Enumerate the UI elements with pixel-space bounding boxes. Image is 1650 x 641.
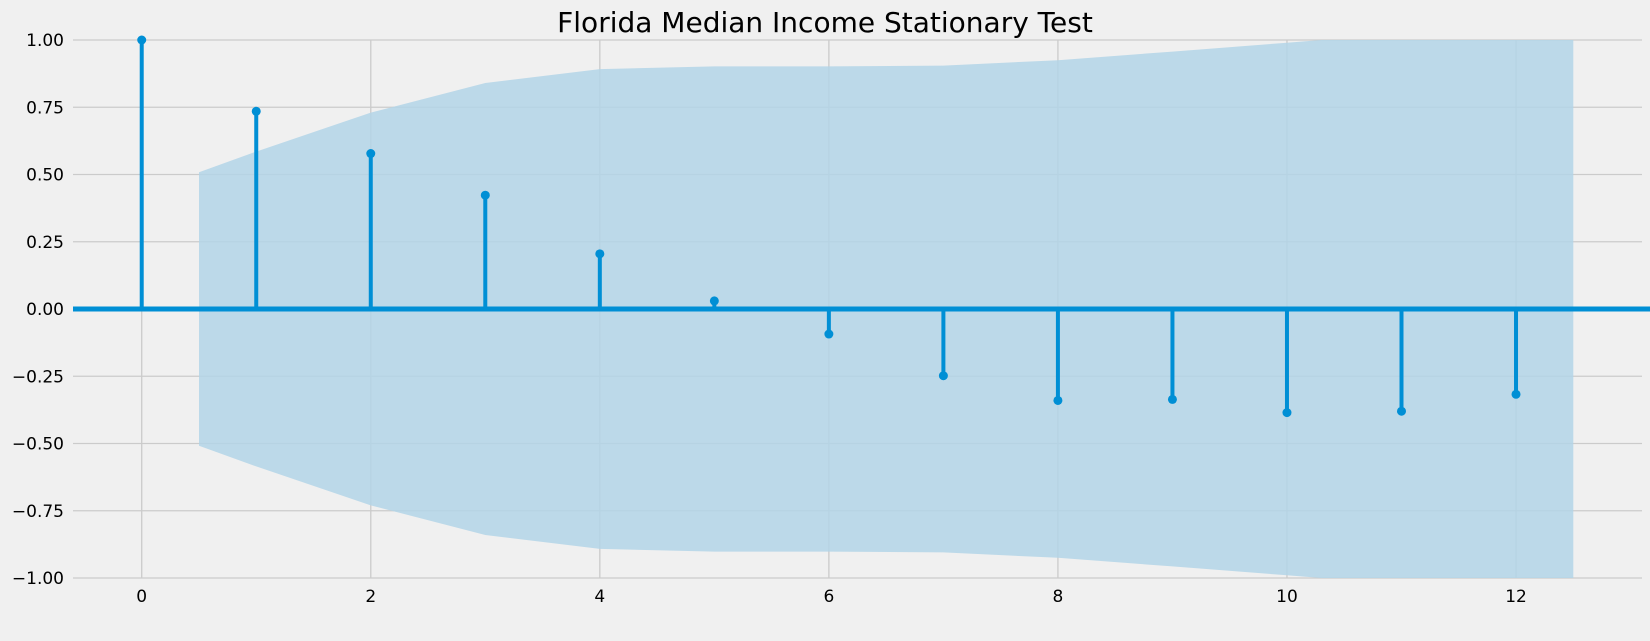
marker-lag-5: [709, 296, 719, 306]
x-tick-label: 12: [1505, 587, 1527, 607]
stem-layer: [73, 35, 1650, 418]
y-tick-label: −0.75: [12, 502, 64, 522]
y-tick-label: 0.50: [26, 166, 64, 186]
y-tick-label: −0.25: [12, 367, 64, 387]
marker-lag-6: [824, 329, 834, 339]
marker-lag-11: [1396, 406, 1406, 416]
marker-lag-10: [1282, 408, 1292, 418]
x-tick-label: 6: [823, 587, 834, 607]
y-tick-label: −1.00: [12, 569, 64, 589]
marker-lag-9: [1167, 394, 1177, 404]
marker-lag-7: [938, 371, 948, 381]
x-tick-labels: 0 2 4 6 8 10 12: [136, 587, 1527, 607]
chart-title: Florida Median Income Stationary Test: [557, 6, 1093, 39]
y-tick-label: 0.75: [26, 98, 64, 118]
y-tick-labels: 1.00 0.75 0.50 0.25 0.00 −0.25 −0.50 −0.75 −1.00: [12, 31, 64, 589]
marker-lag-3: [480, 190, 490, 200]
marker-lag-2: [366, 149, 376, 159]
marker-lag-12: [1511, 389, 1521, 399]
marker-lag-4: [595, 249, 605, 259]
y-tick-label: −0.50: [12, 435, 64, 455]
marker-lag-0: [137, 35, 147, 45]
x-tick-label: 2: [365, 587, 376, 607]
y-tick-label: 0.00: [26, 300, 64, 320]
x-tick-label: 10: [1276, 587, 1298, 607]
y-tick-label: 1.00: [26, 31, 64, 51]
y-tick-label: 0.25: [26, 233, 64, 253]
marker-lag-1: [251, 106, 261, 116]
x-tick-label: 0: [136, 587, 147, 607]
x-tick-label: 4: [594, 587, 605, 607]
marker-lag-8: [1053, 395, 1063, 405]
x-tick-label: 8: [1053, 587, 1064, 607]
